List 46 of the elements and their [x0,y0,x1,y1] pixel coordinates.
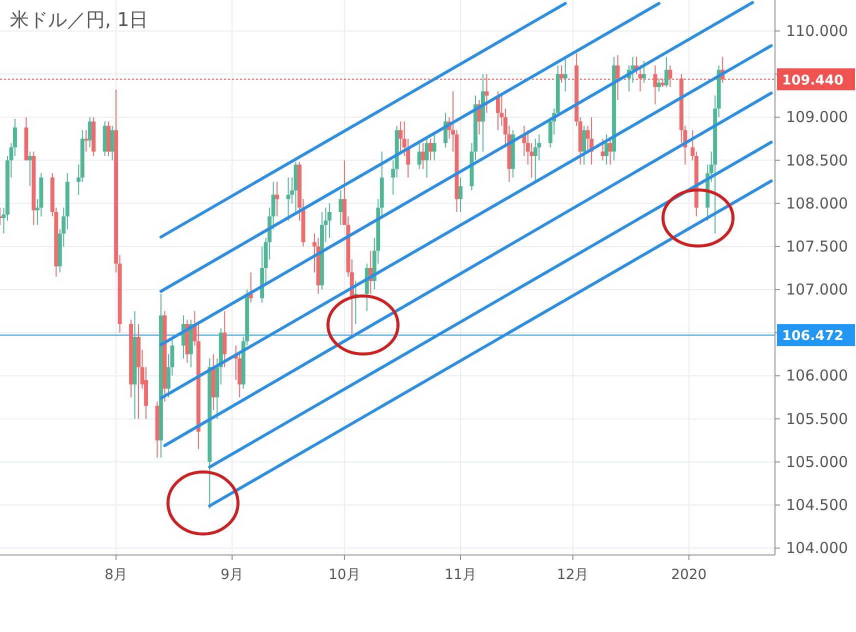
y-tick-label: 104.500 [786,496,848,514]
y-tick-label: 107.000 [786,280,848,299]
y-tick-label: 105.000 [786,452,848,471]
x-tick-label: 10月 [328,567,360,583]
candlestick [664,56,668,88]
candlestick [484,74,489,114]
text: 米ドル／円, 1日 [10,9,148,31]
candlestick [582,125,586,166]
y-tick-label: 104.000 [786,539,848,558]
candlestick [421,142,426,170]
y-tick-label: 108.000 [786,194,848,212]
candlestick [638,64,642,92]
candlestick [432,134,436,161]
candlestick [286,177,290,222]
y-tick-label: 109.000 [786,108,848,126]
candlestick [653,64,658,105]
candlestick [600,138,605,161]
candlestick [328,202,332,238]
candlestick [560,64,564,84]
candlestick [428,138,433,161]
candlestick [222,310,227,368]
candlestick [424,138,429,178]
candlestick [656,78,661,92]
y-tick-label: 106.000 [786,366,848,385]
candlestick [604,134,608,166]
candlestick [533,138,538,182]
x-tick-label: 9月 [220,567,244,583]
x-tick-label: 8月 [104,567,128,583]
candlestick [28,151,32,187]
candlestick [417,142,422,170]
candlestick [668,64,672,88]
candlestick [642,60,646,84]
candlestick [458,177,462,213]
candlestick [275,181,280,217]
y-tick-label: 108.500 [786,151,848,170]
candlestick [563,56,568,92]
x-tick-label: 2020 [671,567,707,583]
y-tick-label: 105.500 [786,410,848,428]
candlestick [398,121,403,152]
ref-line-label: 109.440 [782,72,844,88]
y-tick-label: 110.000 [786,22,848,40]
candlestick [338,190,343,226]
x-tick-label: 11月 [444,567,476,583]
x-tick-label: 12月 [556,567,589,583]
y-tick-label: 107.500 [786,237,848,256]
ref-line-label: 106.472 [782,328,844,344]
